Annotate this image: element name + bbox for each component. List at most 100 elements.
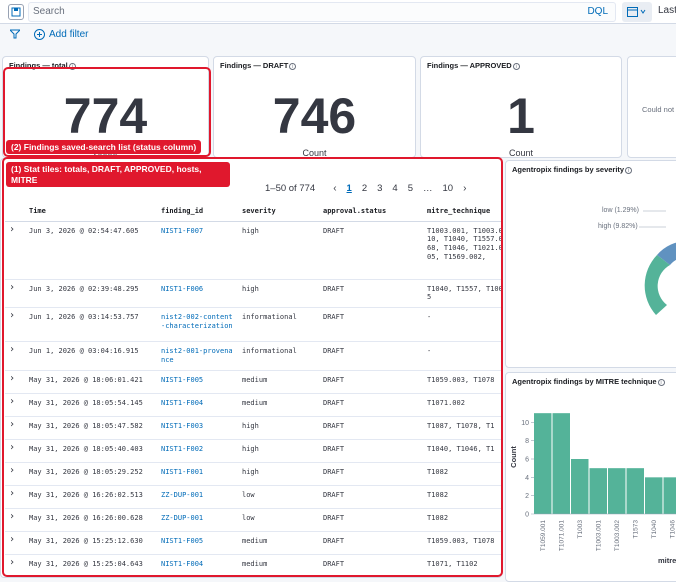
y-tick-label: 4 [525, 475, 529, 482]
expand-row-icon[interactable]: › [5, 416, 25, 439]
page-link[interactable]: 5 [408, 183, 413, 194]
cell-finding-id[interactable]: NIST1-F005 [157, 370, 238, 393]
column-header[interactable]: severity [238, 201, 319, 221]
date-picker-button[interactable] [622, 2, 652, 22]
page-link[interactable]: 1 [347, 183, 352, 194]
column-header[interactable]: approval.status [319, 201, 423, 221]
expand-row-icon[interactable]: › [5, 393, 25, 416]
cell-time: Jun 3, 2026 @ 02:54:47.605 [25, 221, 157, 279]
findings-table: Time finding_id severity approval.status… [5, 201, 502, 578]
add-filter-button[interactable]: Add filter [34, 29, 88, 40]
dql-toggle[interactable]: DQL [584, 5, 611, 18]
expand-row-icon[interactable]: › [5, 554, 25, 577]
bar[interactable] [571, 459, 589, 514]
info-icon[interactable]: i [289, 63, 296, 70]
expand-row-icon[interactable]: › [5, 531, 25, 554]
saved-query-button[interactable] [8, 4, 24, 20]
cell-finding-id[interactable]: NIST1-F003 [157, 416, 238, 439]
cell-severity: low [238, 485, 319, 508]
y-tick-label: 6 [525, 457, 529, 464]
expand-row-icon[interactable]: › [5, 439, 25, 462]
column-header[interactable]: mitre_technique [423, 201, 502, 221]
bar[interactable] [664, 477, 676, 514]
cell-finding-id[interactable]: ZZ-DUP-001 [157, 508, 238, 531]
cell-finding-id[interactable]: NIST1-F004 [157, 393, 238, 416]
expand-row-icon[interactable]: › [5, 485, 25, 508]
page-link[interactable]: 3 [377, 183, 382, 194]
bar[interactable] [590, 468, 608, 514]
pagination: 1–50 of 774 ‹ 1 2 3 4 5 … 10 › [265, 183, 466, 194]
search-input[interactable]: Search DQL [28, 2, 616, 22]
expand-row-icon[interactable]: › [5, 221, 25, 279]
bar[interactable] [645, 477, 663, 514]
x-tick-label: T1003.002 [614, 520, 621, 551]
cell-finding-id[interactable]: NIST1-F007 [157, 221, 238, 279]
save-icon [11, 7, 21, 17]
metric-value: 774 [3, 87, 208, 145]
filter-icon[interactable] [10, 29, 20, 39]
column-header[interactable]: Time [25, 201, 157, 221]
bar[interactable] [627, 468, 645, 514]
page-link[interactable]: 2 [362, 183, 367, 194]
annotation-label-1: (1) Stat tiles: totals, DRAFT, APPROVED,… [6, 162, 230, 187]
cell-finding-id[interactable]: NIST1-F004 [157, 554, 238, 577]
severity-donut-chart[interactable] [506, 161, 676, 368]
cell-finding-id[interactable]: nist2-001-provenance [157, 342, 238, 371]
cell-mitre: - [423, 342, 502, 371]
cell-approval-status: DRAFT [319, 342, 423, 371]
metric-title: Findings — APPROVED [427, 61, 512, 70]
expand-row-icon[interactable]: › [5, 370, 25, 393]
cell-finding-id[interactable]: NIST1-F006 [157, 279, 238, 308]
page-link[interactable]: 10 [443, 183, 454, 194]
cell-approval-status: DRAFT [319, 554, 423, 577]
cell-finding-id[interactable]: NIST1-F001 [157, 462, 238, 485]
cell-time: Jun 1, 2026 @ 03:04:16.915 [25, 342, 157, 371]
prev-page-icon[interactable]: ‹ [333, 183, 336, 194]
bar[interactable] [553, 413, 571, 514]
bar[interactable] [608, 468, 626, 514]
x-tick-label: T1046 [669, 520, 676, 539]
query-bar: Search DQL Last [0, 0, 676, 24]
column-header[interactable]: finding_id [157, 201, 238, 221]
cell-time: May 31, 2026 @ 18:05:54.145 [25, 393, 157, 416]
expand-row-icon[interactable]: › [5, 462, 25, 485]
annotation-label-2: (2) Findings saved-search list (status c… [6, 140, 201, 154]
add-filter-label: Add filter [49, 29, 88, 40]
expand-row-icon[interactable]: › [5, 342, 25, 371]
cell-approval-status: DRAFT [319, 370, 423, 393]
date-range-label[interactable]: Last [658, 5, 676, 16]
cell-finding-id[interactable]: NIST1-F005 [157, 531, 238, 554]
expand-row-icon[interactable]: › [5, 308, 25, 342]
y-tick-label: 8 [525, 438, 529, 445]
expand-row-icon[interactable]: › [5, 279, 25, 308]
cell-approval-status: DRAFT [319, 393, 423, 416]
page-link[interactable]: 4 [392, 183, 397, 194]
cell-finding-id[interactable]: ZZ-DUP-001 [157, 485, 238, 508]
info-icon[interactable]: i [69, 63, 76, 70]
expand-row-icon[interactable]: › [5, 508, 25, 531]
next-page-icon[interactable]: › [463, 183, 466, 194]
bar[interactable] [534, 413, 552, 514]
cell-time: Jun 1, 2026 @ 03:14:53.757 [25, 308, 157, 342]
info-icon[interactable]: i [513, 63, 520, 70]
metric-title: Findings — total [9, 61, 68, 70]
cell-finding-id[interactable]: NIST1-F002 [157, 439, 238, 462]
donut-slice-medium [645, 255, 670, 315]
cell-finding-id[interactable]: nist2-002-content-characterization [157, 308, 238, 342]
metric-label: Count [421, 148, 621, 158]
cell-approval-status: DRAFT [319, 508, 423, 531]
